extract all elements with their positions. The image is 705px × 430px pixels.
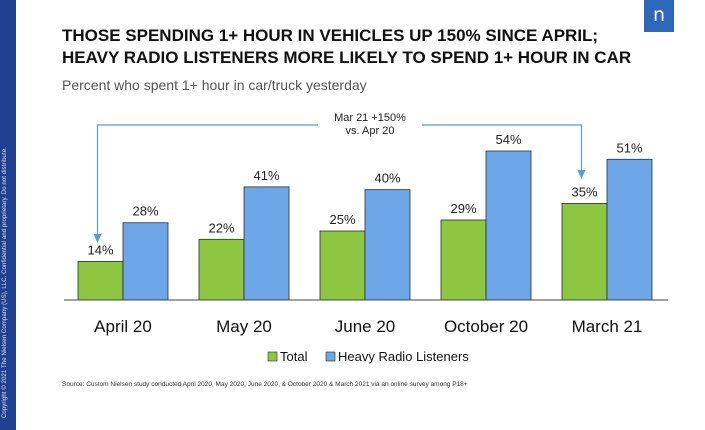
bar-heavy-4 [606, 158, 653, 301]
nielsen-logo: n [644, 0, 674, 32]
annotation-text-line-1: Mar 21 +150% [334, 112, 406, 124]
bar-total-0 [77, 260, 124, 301]
bar-heavy-2 [364, 189, 411, 301]
data-label-heavy-3: 54% [495, 132, 521, 147]
bar-total-1 [198, 238, 245, 301]
logo-letter: n [652, 4, 666, 26]
bar-heavy-0 [122, 222, 169, 301]
x-tick-label-3: October 20 [444, 317, 528, 336]
data-label-heavy-0: 28% [132, 204, 158, 219]
legend-swatch-heavy [325, 351, 336, 362]
legend-label-heavy: Heavy Radio Listeners [338, 349, 469, 364]
chart-title-line-2: HEAVY RADIO LISTENERS MORE LIKELY TO SPE… [62, 48, 632, 67]
chart-subtitle: Percent who spent 1+ hour in car/truck y… [62, 77, 367, 93]
x-tick-label-2: June 20 [335, 317, 396, 336]
sidebar-band: Copyright © 2021 The Nielsen Company (US… [0, 0, 16, 430]
annotation-line-left [96, 124, 318, 236]
data-label-total-4: 35% [571, 184, 597, 199]
x-tick-label-4: March 21 [572, 317, 643, 336]
data-label-total-2: 25% [329, 212, 355, 227]
annotation-line-right [422, 124, 583, 172]
data-label-heavy-1: 41% [253, 168, 279, 183]
annotation-arrowhead-left [93, 234, 102, 243]
bar-total-3 [440, 219, 487, 301]
data-label-total-3: 29% [450, 201, 476, 216]
data-label-heavy-2: 40% [374, 171, 400, 186]
bar-heavy-1 [243, 186, 290, 301]
chart-title: THOSE SPENDING 1+ HOUR IN VEHICLES UP 15… [62, 25, 662, 69]
annotation-text-line-2: vs. Apr 20 [346, 125, 395, 137]
data-label-total-1: 22% [208, 220, 234, 235]
chart-title-line-1: THOSE SPENDING 1+ HOUR IN VEHICLES UP 15… [62, 26, 599, 45]
legend-label-total: Total [280, 349, 308, 364]
x-tick-label-0: April 20 [94, 317, 152, 336]
x-tick-label-1: May 20 [216, 317, 272, 336]
data-label-total-0: 14% [87, 242, 113, 257]
legend-swatch-total [267, 351, 278, 362]
bar-total-2 [319, 230, 366, 301]
source-note: Source: Custom Nielsen study conducted A… [62, 381, 468, 388]
data-label-heavy-4: 51% [616, 140, 642, 155]
bar-total-4 [561, 203, 608, 301]
annotation-arrowhead-right [577, 170, 586, 179]
bar-heavy-3 [485, 150, 532, 301]
